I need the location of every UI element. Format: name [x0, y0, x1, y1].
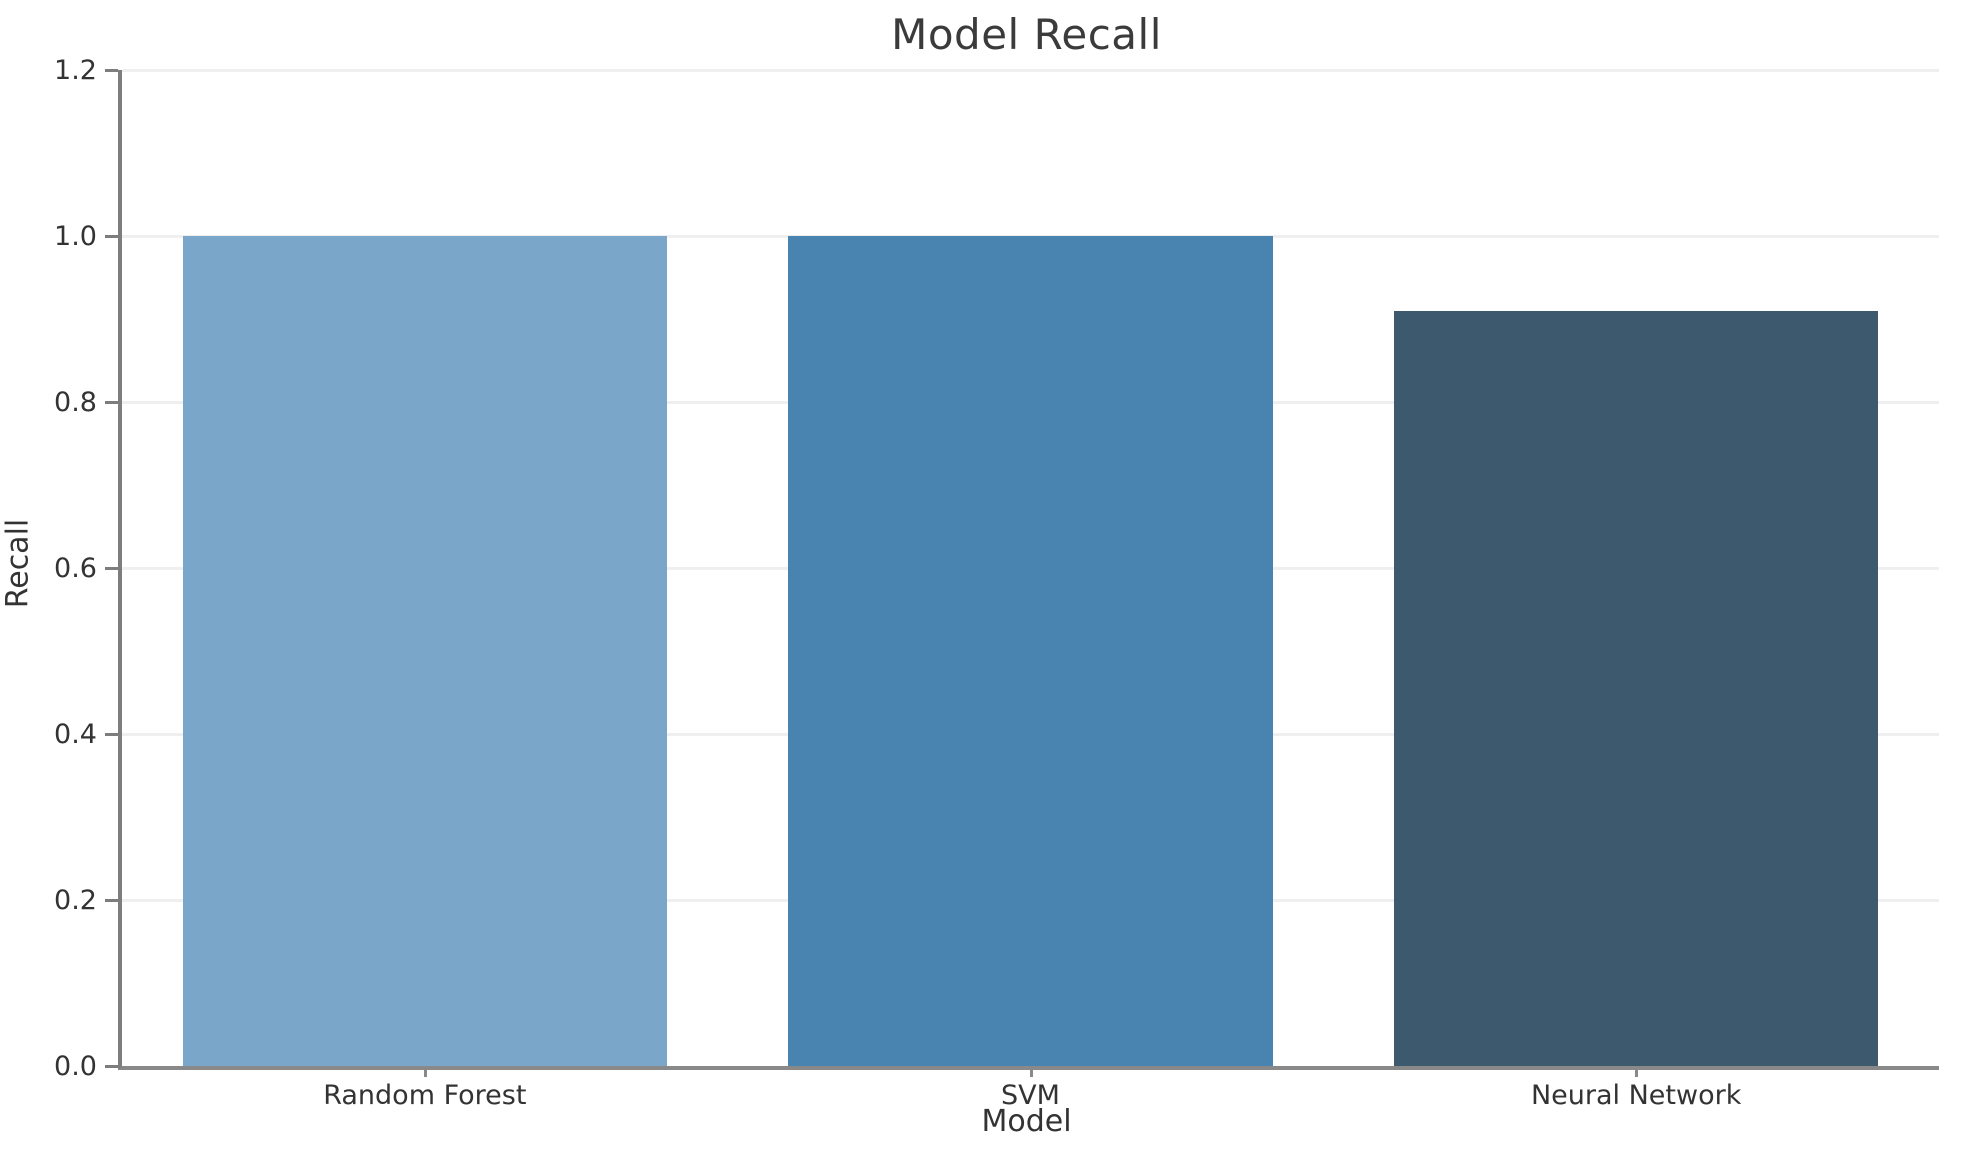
x-tick-mark [423, 1066, 427, 1077]
y-tick-mark [105, 401, 118, 404]
y-tick-mark [105, 733, 118, 736]
y-tick-mark [105, 567, 118, 570]
x-tick-label: SVM [1001, 1080, 1060, 1111]
y-tick-label: 1.0 [54, 221, 97, 252]
x-tick-label: Neural Network [1530, 1080, 1742, 1111]
bar-neural-network [1393, 310, 1879, 1066]
y-tick-label: 0.2 [54, 885, 97, 916]
y-tick-mark [105, 1065, 118, 1068]
x-tick-mark [1635, 1066, 1639, 1077]
y-tick-mark [105, 899, 118, 902]
chart-title: Model Recall [891, 10, 1162, 59]
x-axis-label: Model [981, 1104, 1072, 1139]
plot-area: 0.0 0.2 0.4 0.6 0.8 1.0 1.2 Random Forest SVM Neu… [54, 57, 1939, 1109]
y-tick-label: 0.8 [54, 387, 97, 418]
y-tick-mark [105, 235, 118, 238]
bar-svm [788, 236, 1273, 1066]
x-tick-label: Random Forest [323, 1080, 527, 1111]
bar-random-forest [182, 236, 668, 1066]
y-tick-label: 1.2 [54, 55, 97, 86]
y-tick-label: 0.4 [54, 719, 97, 750]
y-tick-label: 0.6 [54, 553, 97, 584]
y-tick-mark [105, 69, 118, 72]
x-tick-mark [1029, 1066, 1033, 1077]
gridline [122, 69, 1939, 72]
y-tick-label: 0.0 [54, 1051, 97, 1082]
